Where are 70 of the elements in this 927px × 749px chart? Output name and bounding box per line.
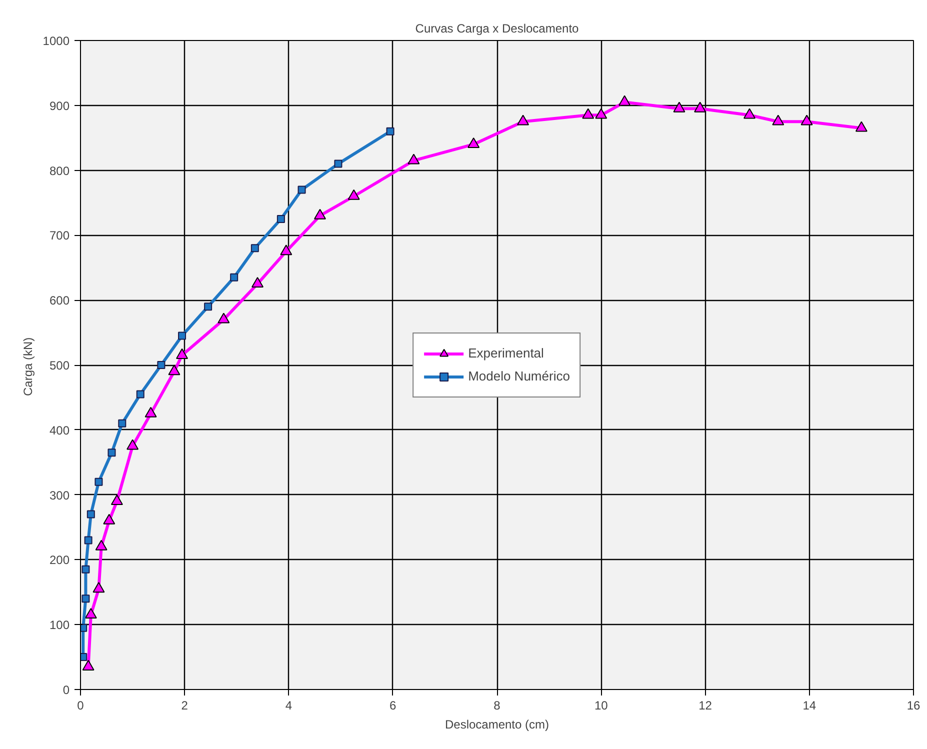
point xyxy=(82,660,94,670)
chart-title: Curvas Carga x Deslocamento xyxy=(415,22,580,36)
point xyxy=(618,95,631,106)
x-tick-label: 0 xyxy=(77,698,84,712)
y-tick-label: 0 xyxy=(62,683,70,697)
point xyxy=(86,510,95,518)
point xyxy=(94,478,103,486)
point xyxy=(744,108,756,119)
point xyxy=(157,361,166,369)
point xyxy=(136,390,144,398)
point xyxy=(230,273,238,282)
x-axis-title: Deslocamento (cm) xyxy=(444,718,550,732)
point xyxy=(110,494,123,505)
y-tick-label: 900 xyxy=(49,98,70,113)
point xyxy=(82,565,90,574)
point xyxy=(855,121,868,132)
point xyxy=(673,102,686,112)
point xyxy=(95,540,108,550)
point xyxy=(386,127,394,136)
point xyxy=(408,154,420,164)
point xyxy=(84,536,92,544)
point xyxy=(348,189,360,200)
point xyxy=(250,244,259,252)
x-tick-label: 14 xyxy=(802,698,816,712)
point xyxy=(118,419,126,428)
point xyxy=(694,102,706,112)
legend-label: Modelo Numérico xyxy=(468,368,570,384)
point xyxy=(126,439,139,450)
point xyxy=(168,364,180,376)
y-tick-label: 500 xyxy=(49,358,70,372)
point xyxy=(800,114,813,126)
y-axis-title: Carga (kN) xyxy=(20,337,35,396)
point xyxy=(82,594,90,603)
point xyxy=(280,244,292,256)
point xyxy=(144,406,157,418)
y-tick-label: 200 xyxy=(49,553,70,568)
point xyxy=(298,186,306,194)
legend-label: Experimental xyxy=(468,346,544,360)
point xyxy=(468,137,480,148)
x-tick-label: 6 xyxy=(390,698,397,712)
point xyxy=(582,108,594,119)
point xyxy=(176,348,188,359)
y-tick-label: 400 xyxy=(49,423,70,438)
point xyxy=(92,582,105,593)
y-tick-label: 1000 xyxy=(42,34,70,48)
point xyxy=(276,214,285,223)
point xyxy=(517,114,530,126)
point xyxy=(595,108,608,119)
point xyxy=(178,332,186,340)
x-tick-label: 8 xyxy=(494,698,501,712)
point xyxy=(334,160,342,168)
point xyxy=(80,653,88,662)
point xyxy=(772,114,784,126)
x-tick-label: 2 xyxy=(181,698,188,712)
y-tick-label: 100 xyxy=(49,618,70,632)
point xyxy=(218,312,230,324)
point xyxy=(204,302,212,311)
point xyxy=(252,277,264,288)
point xyxy=(108,448,116,457)
x-tick-label: 4 xyxy=(285,698,292,712)
x-tick-label: 12 xyxy=(698,698,712,712)
y-tick-label: 800 xyxy=(49,164,70,178)
y-tick-label: 300 xyxy=(49,488,70,502)
y-tick-label: 700 xyxy=(49,228,70,243)
point xyxy=(84,608,97,619)
point xyxy=(103,514,116,524)
y-tick-label: 600 xyxy=(49,294,70,308)
x-tick-label: 16 xyxy=(906,698,920,712)
point xyxy=(314,208,326,220)
x-tick-label: 10 xyxy=(594,698,608,712)
